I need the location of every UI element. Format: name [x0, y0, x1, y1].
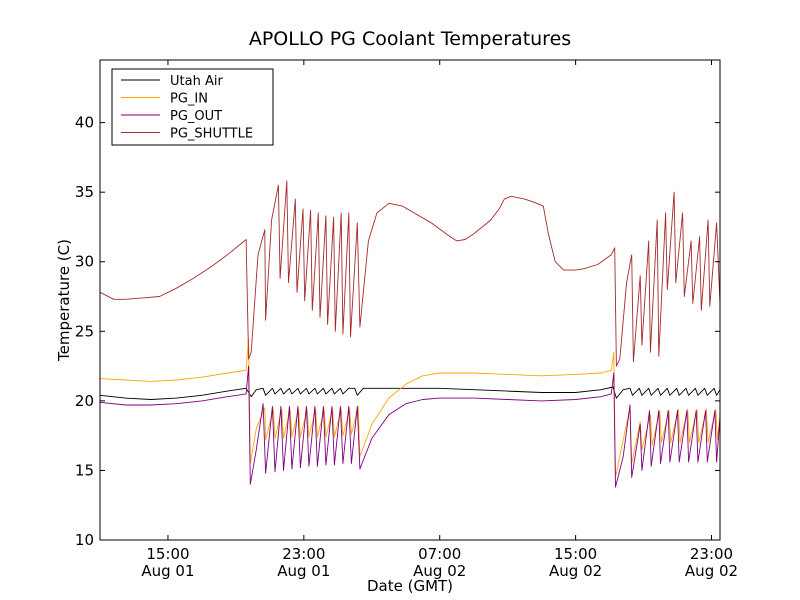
y-tick-label: 20: [75, 392, 94, 410]
x-tick-label-date: Aug 01: [141, 562, 194, 580]
y-tick-label: 25: [75, 322, 94, 340]
chart-title: APOLLO PG Coolant Temperatures: [249, 28, 571, 50]
y-axis-label: Temperature (C): [55, 239, 73, 362]
series-line-pg-in: [99, 337, 721, 478]
x-tick-label-time: 15:00: [554, 545, 597, 563]
series-line-pg-out: [99, 365, 721, 488]
legend-label: PG_IN: [170, 92, 208, 107]
y-tick-label: 10: [75, 531, 94, 549]
y-axis-ticks: 10 15 20 25 30 35 40: [75, 114, 720, 549]
legend-label: PG_SHUTTLE: [170, 127, 253, 142]
x-tick-label-time: 23:00: [690, 545, 733, 563]
x-tick-label-date: Aug 02: [685, 562, 738, 580]
x-tick-label-time: 15:00: [146, 545, 189, 563]
x-tick-label-date: Aug 01: [277, 562, 330, 580]
y-tick-label: 40: [75, 114, 94, 132]
x-tick-label-time: 23:00: [282, 545, 325, 563]
x-tick-label-time: 07:00: [418, 545, 461, 563]
x-tick-label-date: Aug 02: [413, 562, 466, 580]
series-line-utah-air: [99, 386, 721, 400]
legend-label: Utah Air: [170, 74, 223, 89]
y-tick-label: 30: [75, 253, 94, 271]
legend-label: PG_OUT: [170, 109, 222, 124]
y-tick-label: 35: [75, 183, 94, 201]
legend: Utah Air PG_IN PG_OUT PG_SHUTTLE: [111, 68, 274, 146]
series-line-pg-shuttle: [99, 180, 721, 367]
x-axis-label: Date (GMT): [367, 577, 453, 595]
x-tick-label-date: Aug 02: [549, 562, 602, 580]
series-layer: [99, 180, 721, 488]
y-tick-label: 15: [75, 461, 94, 479]
plot-frame: [99, 59, 721, 541]
